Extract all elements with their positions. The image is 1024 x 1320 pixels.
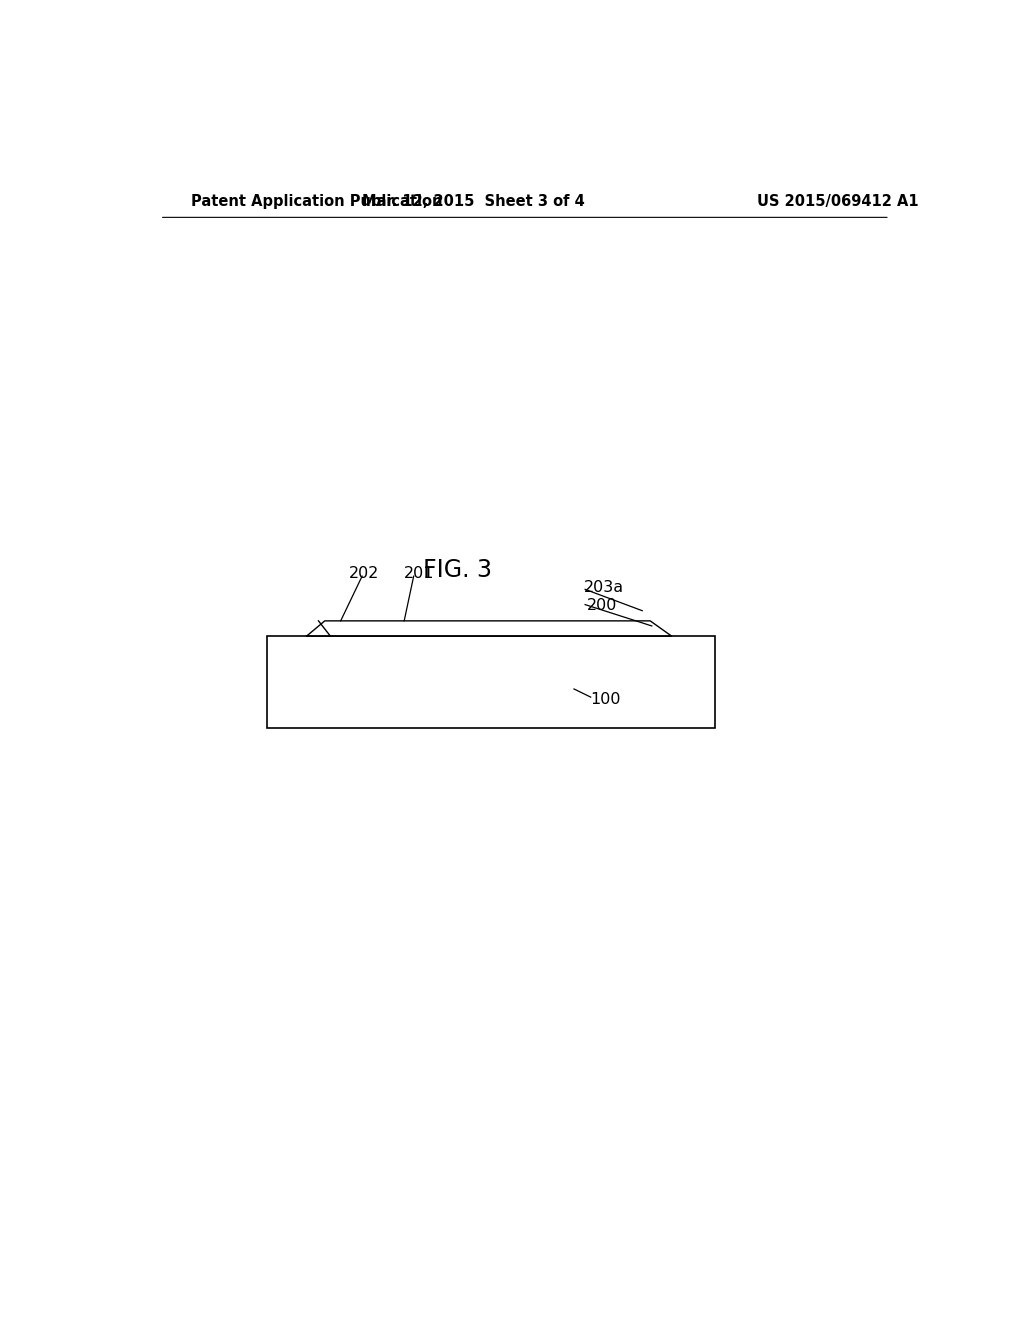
Bar xyxy=(267,636,715,727)
Text: Mar. 12, 2015  Sheet 3 of 4: Mar. 12, 2015 Sheet 3 of 4 xyxy=(361,194,585,209)
Text: 201: 201 xyxy=(404,565,434,581)
Text: 203a: 203a xyxy=(585,579,625,595)
Text: Patent Application Publication: Patent Application Publication xyxy=(191,194,443,209)
Text: 200: 200 xyxy=(587,598,617,612)
Text: US 2015/069412 A1: US 2015/069412 A1 xyxy=(758,194,920,209)
Text: 100: 100 xyxy=(591,692,622,706)
Text: 202: 202 xyxy=(348,565,379,581)
Text: FIG. 3: FIG. 3 xyxy=(423,558,492,582)
